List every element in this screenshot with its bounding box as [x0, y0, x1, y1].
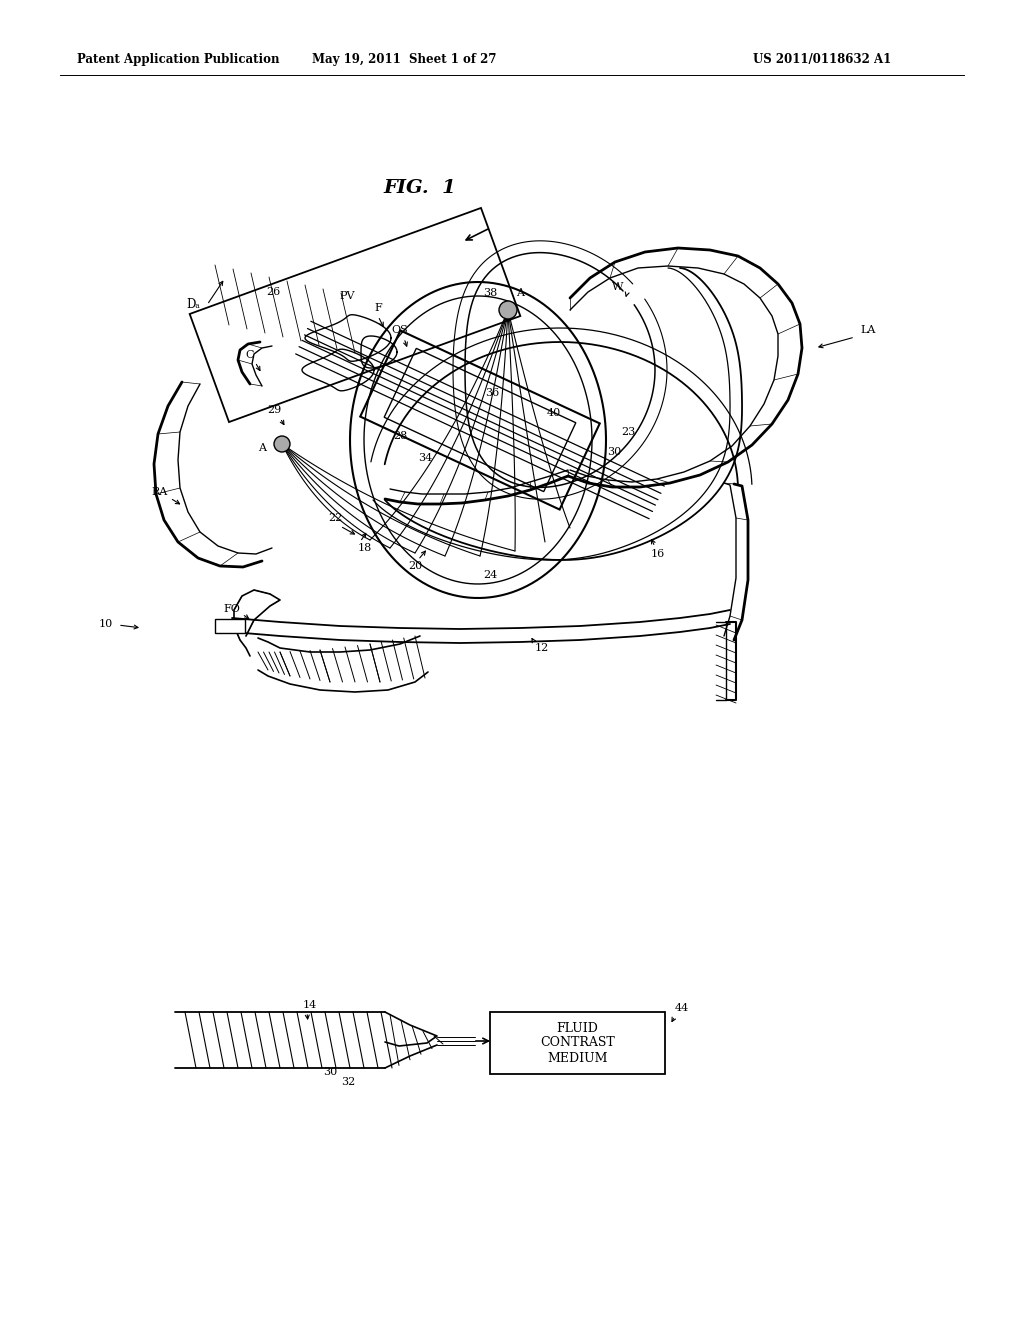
Text: FO: FO [223, 605, 241, 614]
Text: Dₐ: Dₐ [186, 298, 200, 312]
Text: PV: PV [339, 290, 354, 301]
Text: 32: 32 [341, 1077, 355, 1086]
Text: 10: 10 [99, 619, 113, 630]
Text: 16: 16 [651, 549, 666, 558]
Text: A: A [258, 444, 266, 453]
Text: US 2011/0118632 A1: US 2011/0118632 A1 [753, 53, 891, 66]
Text: 29: 29 [267, 405, 282, 414]
Text: 26: 26 [266, 286, 281, 297]
Text: A: A [516, 288, 524, 298]
FancyBboxPatch shape [490, 1012, 665, 1074]
Text: FIG.  1: FIG. 1 [384, 180, 457, 197]
Circle shape [499, 301, 517, 319]
Text: RA: RA [152, 487, 168, 498]
Text: 12: 12 [535, 643, 549, 653]
Text: 30: 30 [323, 1067, 337, 1077]
Text: 34: 34 [418, 453, 432, 463]
Text: C: C [246, 350, 254, 360]
FancyBboxPatch shape [215, 619, 245, 634]
Text: 28: 28 [393, 432, 408, 441]
Text: 44: 44 [675, 1003, 689, 1012]
Text: OS: OS [391, 325, 409, 335]
Text: Patent Application Publication: Patent Application Publication [77, 53, 280, 66]
Text: 24: 24 [483, 570, 497, 579]
Text: 14: 14 [303, 1001, 317, 1010]
Text: FLUID
CONTRAST
MEDIUM: FLUID CONTRAST MEDIUM [540, 1022, 614, 1064]
Circle shape [274, 436, 290, 451]
Text: 36: 36 [485, 388, 499, 399]
Text: W: W [612, 282, 624, 292]
Text: 18: 18 [357, 543, 372, 553]
Text: 30: 30 [607, 447, 622, 457]
Text: May 19, 2011  Sheet 1 of 27: May 19, 2011 Sheet 1 of 27 [312, 53, 497, 66]
Text: LA: LA [860, 325, 876, 335]
Text: 40: 40 [547, 408, 561, 418]
Text: F: F [374, 304, 382, 313]
Text: 38: 38 [483, 288, 497, 298]
Text: 22: 22 [328, 513, 342, 523]
Text: 20: 20 [408, 561, 422, 572]
Text: 23: 23 [621, 426, 635, 437]
